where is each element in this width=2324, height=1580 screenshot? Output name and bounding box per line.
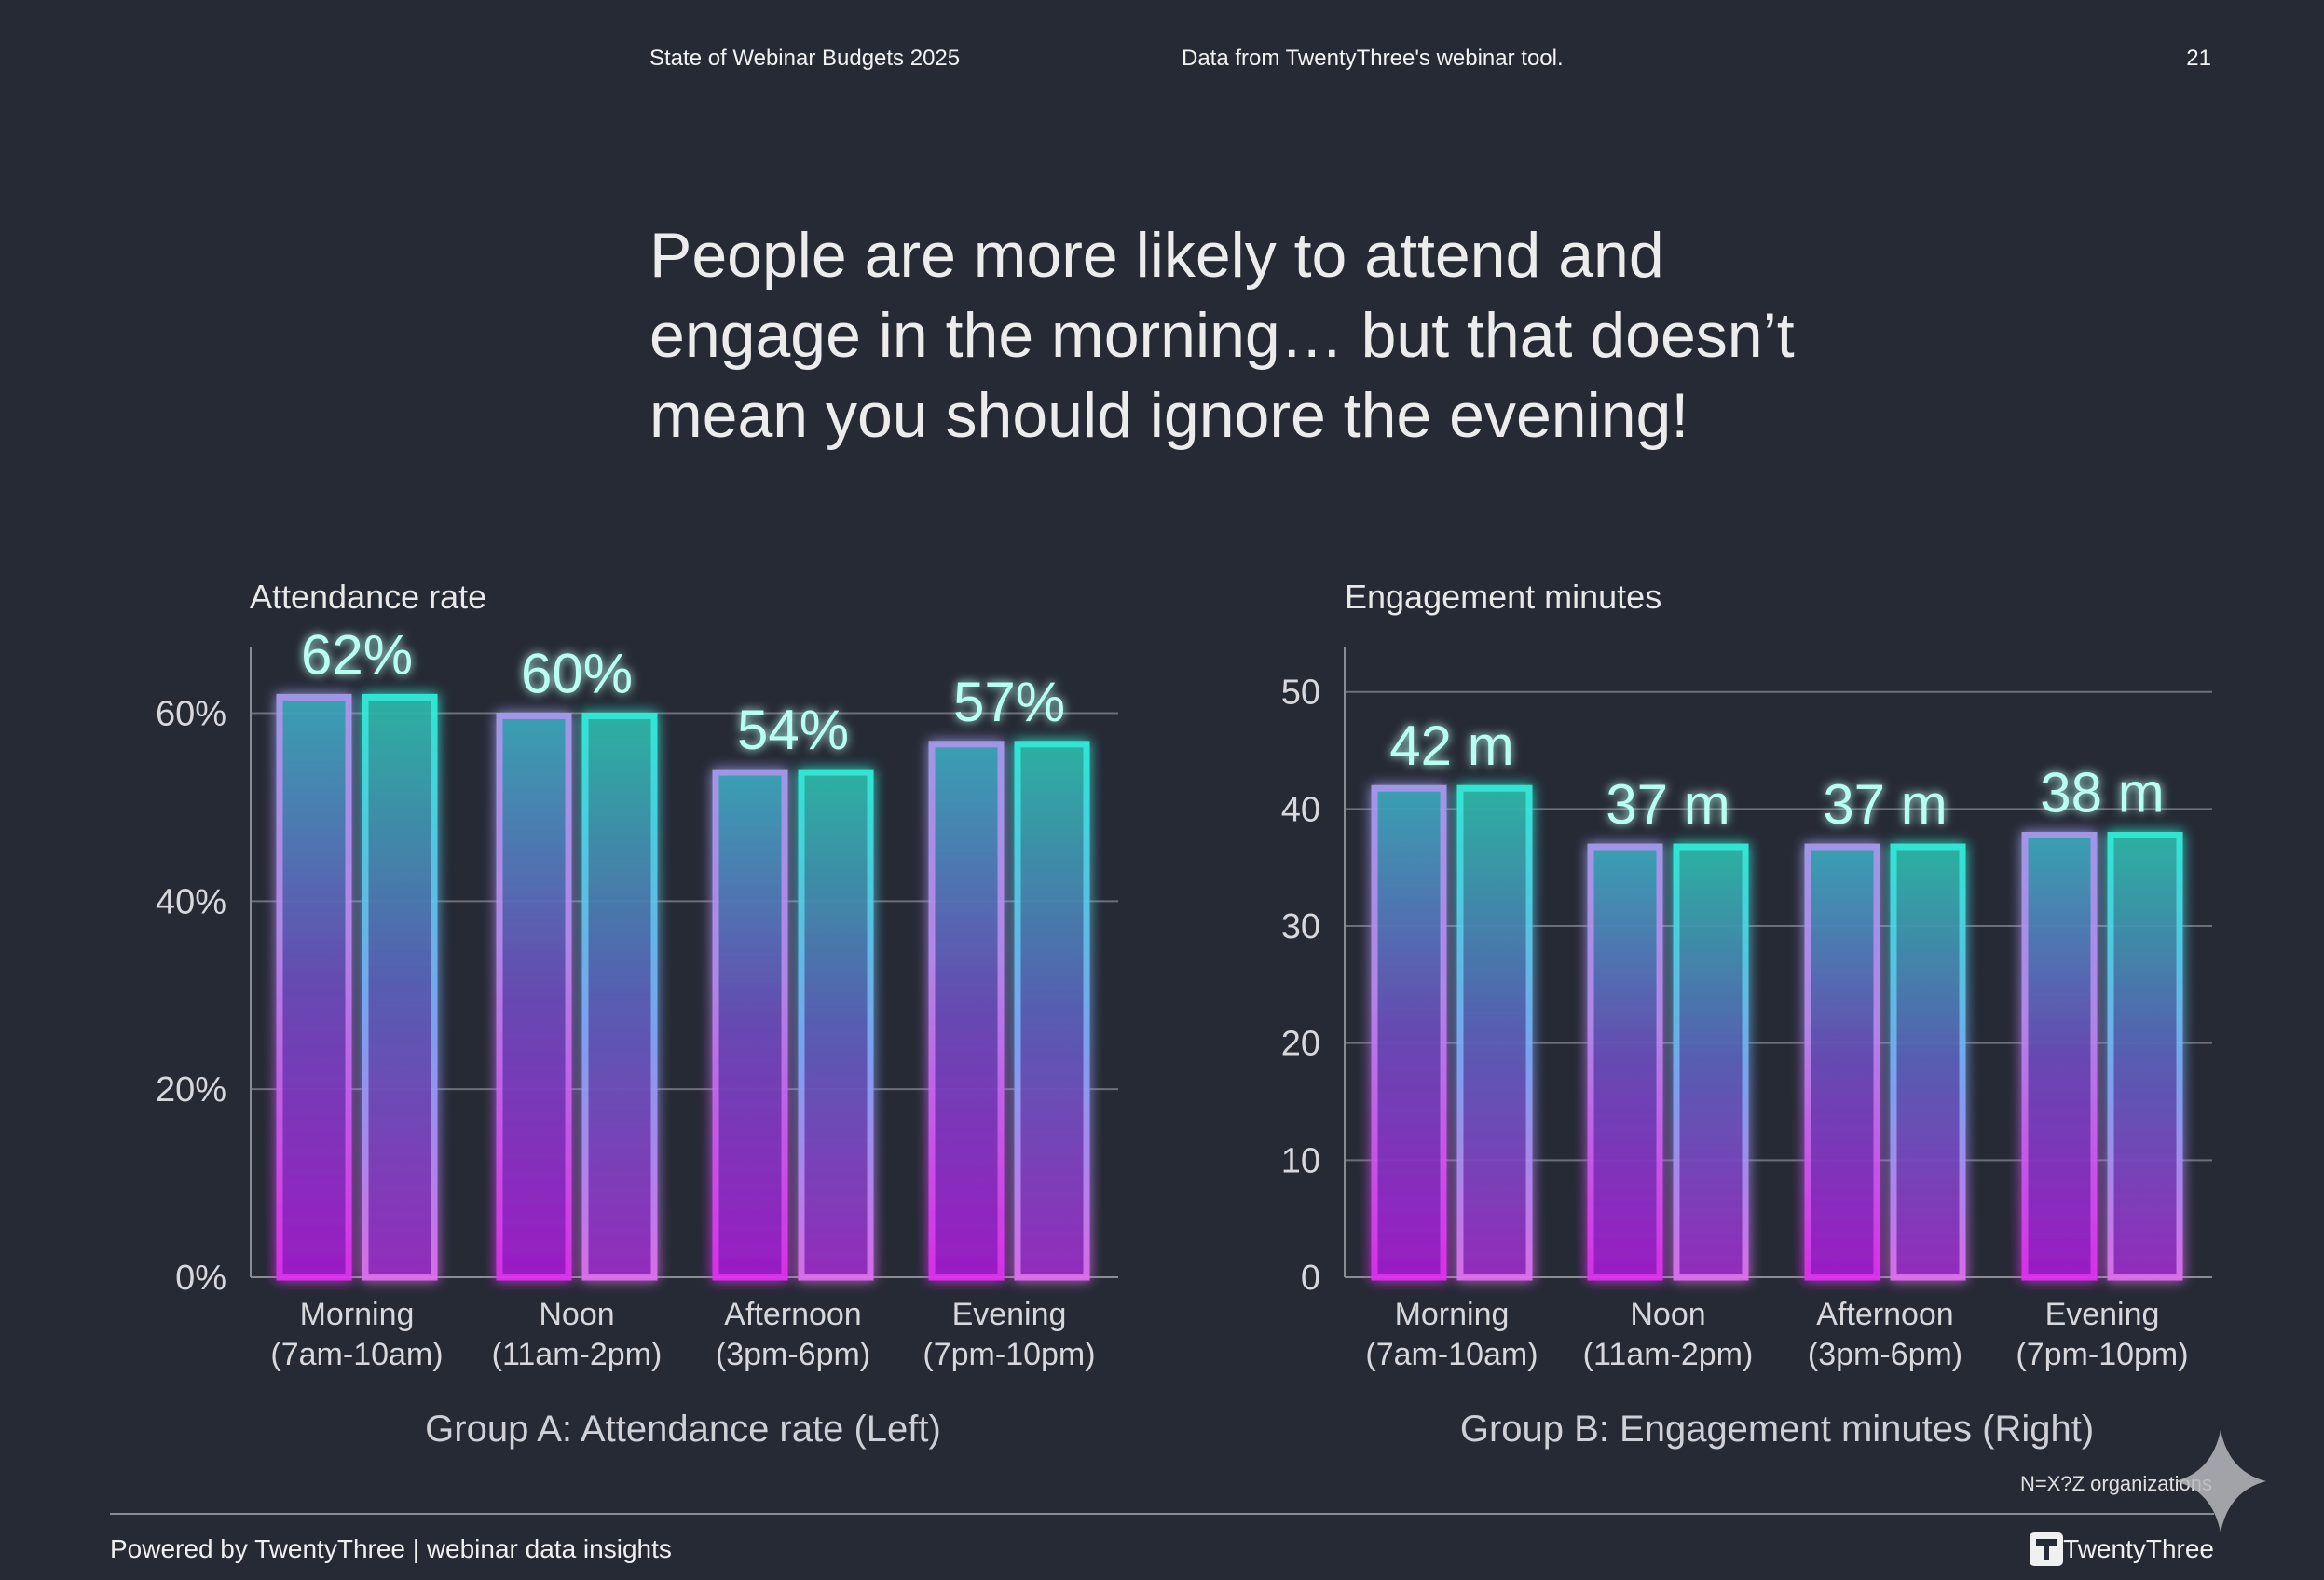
headline-line-2: engage in the morning… but that doesn’t bbox=[649, 300, 1795, 371]
y-tick-label: 30 bbox=[1281, 907, 1320, 947]
data-label: 62% bbox=[301, 623, 413, 686]
data-label: 54% bbox=[737, 699, 849, 761]
category-label: Evening bbox=[952, 1297, 1067, 1332]
chart-title: Attendance rate bbox=[250, 578, 486, 616]
bar-right bbox=[1890, 843, 1966, 1281]
category-sublabel: (7pm-10pm) bbox=[2016, 1337, 2188, 1372]
headline-line-1: People are more likely to attend and bbox=[649, 220, 1664, 291]
category-sublabel: (7am-10am) bbox=[1365, 1337, 1538, 1372]
bar-right bbox=[798, 769, 874, 1281]
footer-powered-by: Powered by TwentyThree | webinar data in… bbox=[110, 1534, 672, 1563]
category-label: Afternoon bbox=[724, 1297, 861, 1332]
y-tick-label: 60% bbox=[156, 695, 226, 734]
category-label: Morning bbox=[300, 1297, 415, 1332]
bar-left bbox=[496, 713, 572, 1281]
y-tick-label: 10 bbox=[1281, 1141, 1320, 1180]
bar-left bbox=[276, 693, 352, 1281]
chart-caption: Group A: Attendance rate (Left) bbox=[425, 1409, 941, 1450]
category-sublabel: (11am-2pm) bbox=[492, 1337, 663, 1372]
attendance-rate-chart: Attendance rate 0% 20% 40% 60% 62% Morning (7am… bbox=[156, 578, 1118, 1450]
bar-left bbox=[1804, 843, 1880, 1281]
data-label: 57% bbox=[953, 671, 1065, 733]
data-source: Data from TwentyThree's webinar tool. bbox=[1182, 46, 1564, 71]
engagement-minutes-chart: Engagement minutes 0 10 20 30 40 50 42 m Morning… bbox=[1281, 578, 2212, 1450]
bar-left bbox=[712, 769, 788, 1281]
category-sublabel: (3pm-6pm) bbox=[1808, 1337, 1962, 1372]
chart-title: Engagement minutes bbox=[1345, 578, 1661, 616]
category-label: Evening bbox=[2045, 1297, 2160, 1332]
category-sublabel: (7pm-10pm) bbox=[923, 1337, 1095, 1372]
category-label: Noon bbox=[1630, 1297, 1705, 1332]
chart-caption: Group B: Engagement minutes (Right) bbox=[1460, 1409, 2094, 1450]
category-sublabel: (3pm-6pm) bbox=[716, 1337, 870, 1372]
twentythree-logo-icon bbox=[2030, 1532, 2063, 1566]
category-label: Morning bbox=[1395, 1297, 1510, 1332]
y-tick-label: 50 bbox=[1281, 674, 1320, 713]
category-sublabel: (7am-10am) bbox=[270, 1337, 443, 1372]
category-label: Afternoon bbox=[1816, 1297, 1953, 1332]
y-tick-label: 0 bbox=[1301, 1259, 1320, 1298]
bar-right bbox=[362, 693, 438, 1281]
bar-right bbox=[1014, 741, 1090, 1281]
footer-brand: TwentyThree bbox=[2063, 1534, 2214, 1563]
bar-right bbox=[581, 713, 658, 1281]
report-title: State of Webinar Budgets 2025 bbox=[649, 46, 960, 71]
y-tick-label: 0% bbox=[175, 1259, 226, 1298]
page-number: 21 bbox=[2186, 46, 2211, 71]
sample-size-note: N=X?Z organizations bbox=[2020, 1472, 2212, 1495]
bar-left bbox=[2021, 831, 2098, 1281]
bar-left bbox=[1587, 843, 1663, 1281]
bar-right bbox=[1456, 784, 1533, 1281]
data-label: 37 m bbox=[1823, 773, 1947, 836]
category-label: Noon bbox=[539, 1297, 614, 1332]
y-tick-label: 40% bbox=[156, 882, 226, 921]
data-label: 38 m bbox=[2040, 761, 2164, 824]
y-tick-label: 40 bbox=[1281, 790, 1320, 829]
y-tick-label: 20% bbox=[156, 1070, 226, 1110]
data-label: 37 m bbox=[1606, 773, 1729, 836]
category-sublabel: (11am-2pm) bbox=[1583, 1337, 1754, 1372]
y-tick-label: 20 bbox=[1281, 1025, 1320, 1064]
sparkle-icon bbox=[2175, 1430, 2266, 1532]
data-label: 42 m bbox=[1389, 715, 1513, 777]
headline-line-3: mean you should ignore the evening! bbox=[649, 380, 1688, 451]
bar-left bbox=[928, 741, 1005, 1281]
bar-left bbox=[1371, 784, 1447, 1281]
data-label: 60% bbox=[521, 643, 633, 705]
bar-right bbox=[1673, 843, 1749, 1281]
bar-right bbox=[2107, 831, 2183, 1281]
